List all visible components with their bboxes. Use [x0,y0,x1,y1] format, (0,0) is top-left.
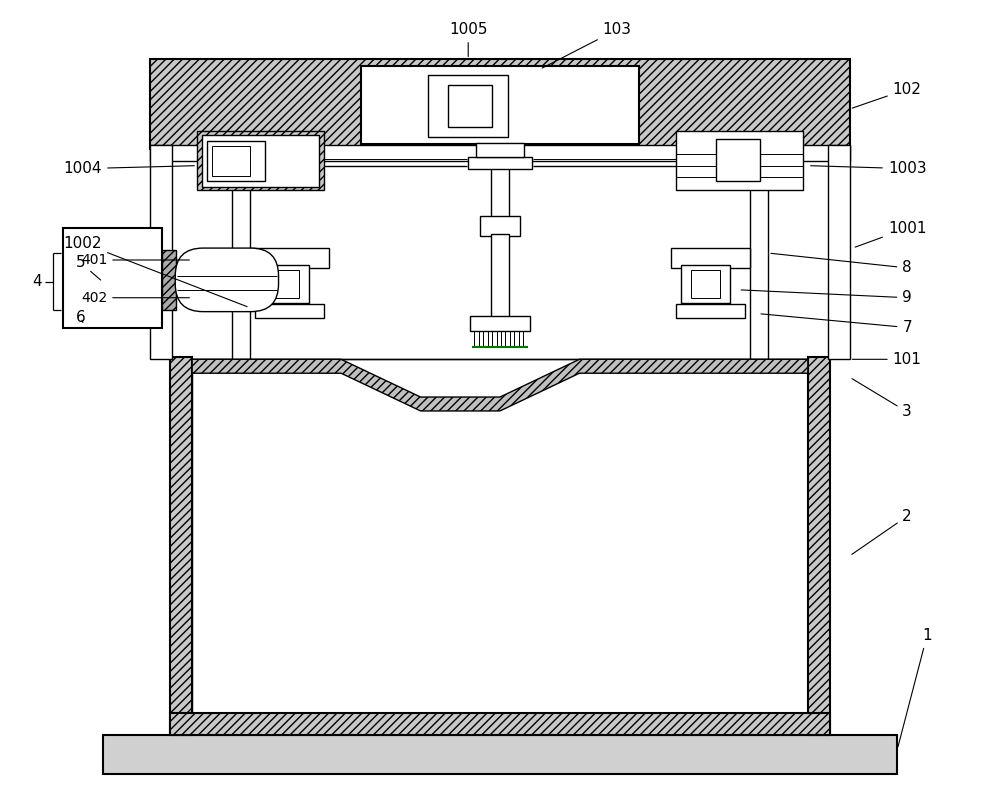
Bar [170,713,830,734]
Bar [260,265,309,303]
Text: 402: 402 [81,291,189,305]
Text: 1: 1 [898,628,932,747]
Bar [468,157,532,169]
Bar [255,303,324,318]
Text: 1001: 1001 [855,221,926,247]
FancyBboxPatch shape [175,248,279,312]
Bar [361,66,639,144]
Bar [750,181,768,359]
Text: 401: 401 [81,253,189,267]
Bar [681,265,730,303]
Text: 3: 3 [852,378,912,420]
Bar [280,266,297,307]
Bar [270,270,299,298]
Text: 7: 7 [761,314,912,335]
Bar [150,144,850,161]
Bar [480,216,520,236]
Bar [197,131,324,190]
Bar [250,248,329,268]
Text: 101: 101 [852,352,922,367]
Text: 8: 8 [771,253,912,275]
Bar [476,143,524,157]
Bar [63,228,162,328]
Bar [428,75,508,137]
Bar [202,135,319,186]
Text: 9: 9 [741,290,912,305]
Text: 2: 2 [852,508,912,554]
Polygon shape [192,359,808,411]
Text: 1002: 1002 [64,236,247,307]
Text: 102: 102 [852,82,922,108]
Bar [470,316,530,332]
Text: 4: 4 [32,274,42,290]
Bar [676,303,745,318]
Bar [448,86,492,127]
Bar [691,270,720,298]
Bar [170,358,192,734]
Bar [212,146,250,176]
Bar [808,358,830,734]
Text: 1003: 1003 [811,161,926,176]
Bar [716,139,760,181]
Text: 103: 103 [542,22,632,68]
Text: 5: 5 [76,256,101,280]
Text: 1004: 1004 [64,161,194,176]
Bar [192,359,808,713]
Bar [671,248,750,268]
Text: 1005: 1005 [449,22,487,56]
Text: 6: 6 [76,310,86,325]
Bar [232,181,250,359]
Bar [701,266,718,307]
Bar [828,144,850,359]
Bar [150,144,172,359]
Bar [676,131,803,190]
Bar [162,250,176,310]
Bar [491,234,509,318]
Bar [150,60,850,148]
Bar [207,140,265,181]
Bar [491,155,509,218]
Bar [103,734,897,775]
